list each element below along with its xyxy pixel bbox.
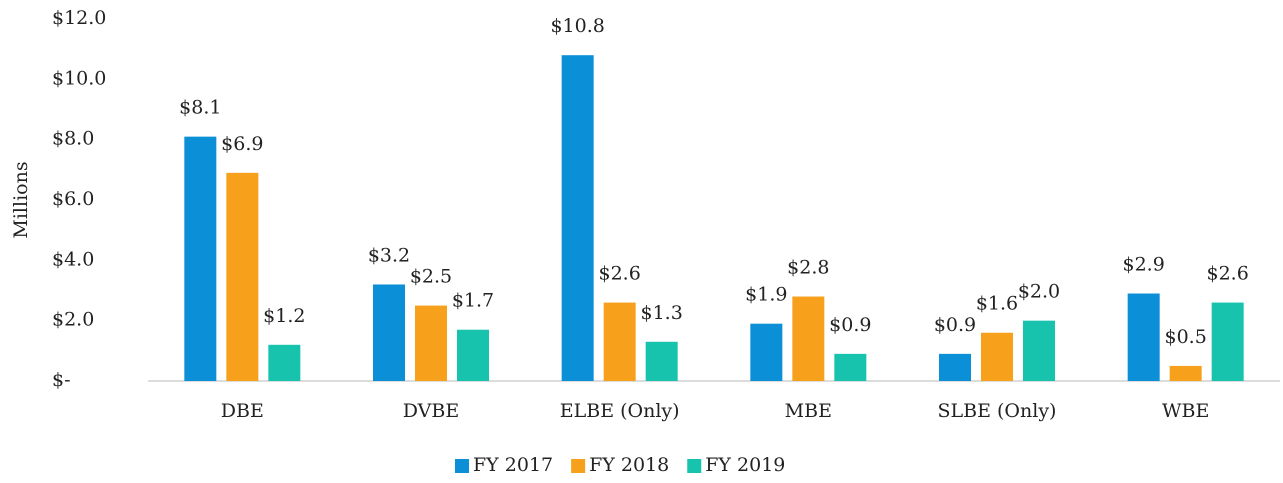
bar xyxy=(184,136,217,381)
x-tick-label: SLBE (Only) xyxy=(938,400,1057,422)
data-label: $0.9 xyxy=(829,314,871,336)
legend-swatch xyxy=(455,459,469,473)
bar xyxy=(1211,302,1244,381)
bar xyxy=(939,353,971,381)
bar xyxy=(561,55,594,381)
data-label: $8.1 xyxy=(179,97,221,119)
data-label: $2.0 xyxy=(1018,281,1060,303)
data-label: $1.9 xyxy=(745,284,787,306)
bar xyxy=(268,344,301,381)
bar xyxy=(373,284,405,381)
x-tick-label: MBE xyxy=(785,400,832,422)
x-tick-label: WBE xyxy=(1162,400,1209,422)
bar xyxy=(415,305,447,381)
bar xyxy=(750,323,783,381)
data-label: $2.8 xyxy=(787,257,829,279)
data-label: $0.9 xyxy=(934,314,976,336)
y-axis-label: Millions xyxy=(10,161,32,238)
data-label: $2.6 xyxy=(599,263,641,285)
data-label: $3.2 xyxy=(368,244,410,266)
bar xyxy=(603,302,636,381)
x-tick-label: ELBE (Only) xyxy=(560,400,680,422)
bar xyxy=(226,172,259,381)
bar xyxy=(834,353,867,381)
y-tick-label: $- xyxy=(52,369,71,391)
data-label: $1.7 xyxy=(452,290,494,312)
data-label: $10.8 xyxy=(550,15,604,37)
bar xyxy=(1127,293,1160,381)
legend-swatch xyxy=(571,459,586,473)
legend-label: FY 2018 xyxy=(589,454,669,476)
legend-swatch xyxy=(687,459,702,473)
data-label: $2.5 xyxy=(410,266,452,288)
legend-label: FY 2017 xyxy=(473,454,553,476)
data-label: $1.6 xyxy=(976,293,1018,315)
y-tick-label: $6.0 xyxy=(52,188,94,210)
y-tick-label: $2.0 xyxy=(52,309,94,331)
legend-label: FY 2019 xyxy=(705,454,785,476)
data-label: $1.3 xyxy=(641,302,683,324)
data-label: $2.9 xyxy=(1123,254,1165,276)
bar xyxy=(645,341,678,381)
data-label: $0.5 xyxy=(1165,326,1207,348)
bar xyxy=(1023,320,1055,381)
data-label: $6.9 xyxy=(221,133,263,155)
y-tick-label: $8.0 xyxy=(52,128,94,150)
data-label: $1.2 xyxy=(263,305,305,327)
y-tick-label: $4.0 xyxy=(52,248,94,270)
x-tick-label: DVBE xyxy=(403,400,459,422)
bar xyxy=(1169,365,1202,381)
bar xyxy=(457,329,489,381)
x-tick-label: DBE xyxy=(221,400,264,422)
y-tick-label: $12.0 xyxy=(52,7,106,29)
data-label: $2.6 xyxy=(1207,263,1249,285)
y-tick-label: $10.0 xyxy=(52,67,106,89)
bar xyxy=(792,296,825,381)
bar xyxy=(981,332,1013,381)
